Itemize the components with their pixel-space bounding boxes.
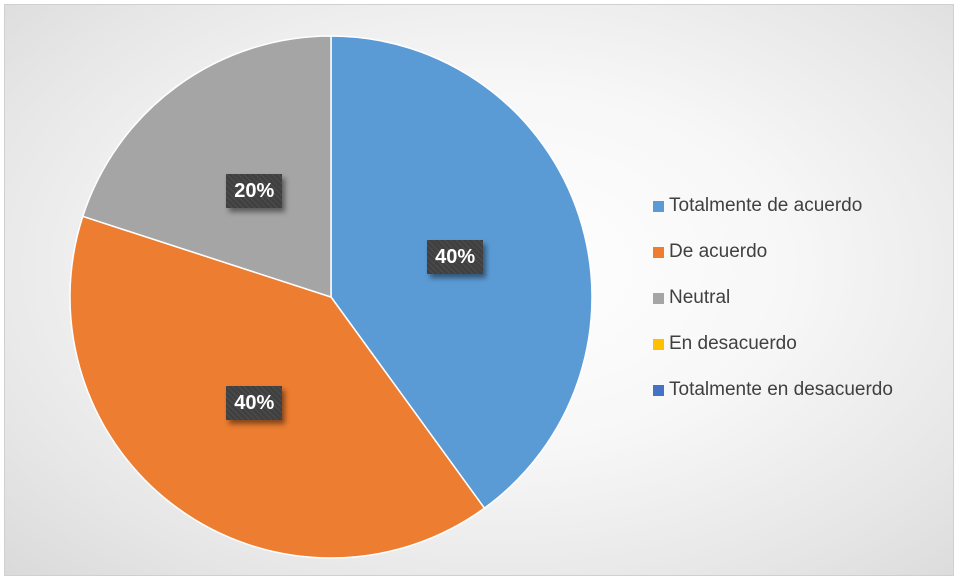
data-label-neutral: 20% (226, 174, 283, 209)
legend-swatch (653, 292, 664, 304)
legend-label: De acuerdo (669, 241, 768, 262)
legend-item-totalmente-en-desacuerdo: Totalmente en desacuerdo (653, 367, 953, 413)
legend-label: Totalmente de acuerdo (669, 195, 863, 216)
legend-label: Totalmente en desacuerdo (669, 379, 893, 400)
legend-item-en-desacuerdo: En desacuerdo (653, 321, 953, 367)
legend-label: En desacuerdo (669, 333, 797, 354)
legend-swatch (653, 338, 664, 350)
legend-label: Neutral (669, 287, 731, 308)
legend-item-totalmente-de-acuerdo: Totalmente de acuerdo (653, 183, 953, 229)
legend-swatch (653, 200, 664, 212)
legend-item-neutral: Neutral (653, 275, 953, 321)
legend: Totalmente de acuerdo De acuerdo Neutral En… (653, 183, 953, 413)
data-label-de-acuerdo: 40% (226, 385, 283, 420)
data-label-totalmente-de-acuerdo: 40% (427, 239, 484, 274)
legend-swatch (653, 384, 664, 396)
legend-item-de-acuerdo: De acuerdo (653, 229, 953, 275)
pie-slice-neutral (82, 35, 332, 298)
chart-area: 40% 40% 20% Totalmente de acuerdo De acuerd… (4, 4, 954, 576)
legend-swatch (653, 246, 664, 258)
